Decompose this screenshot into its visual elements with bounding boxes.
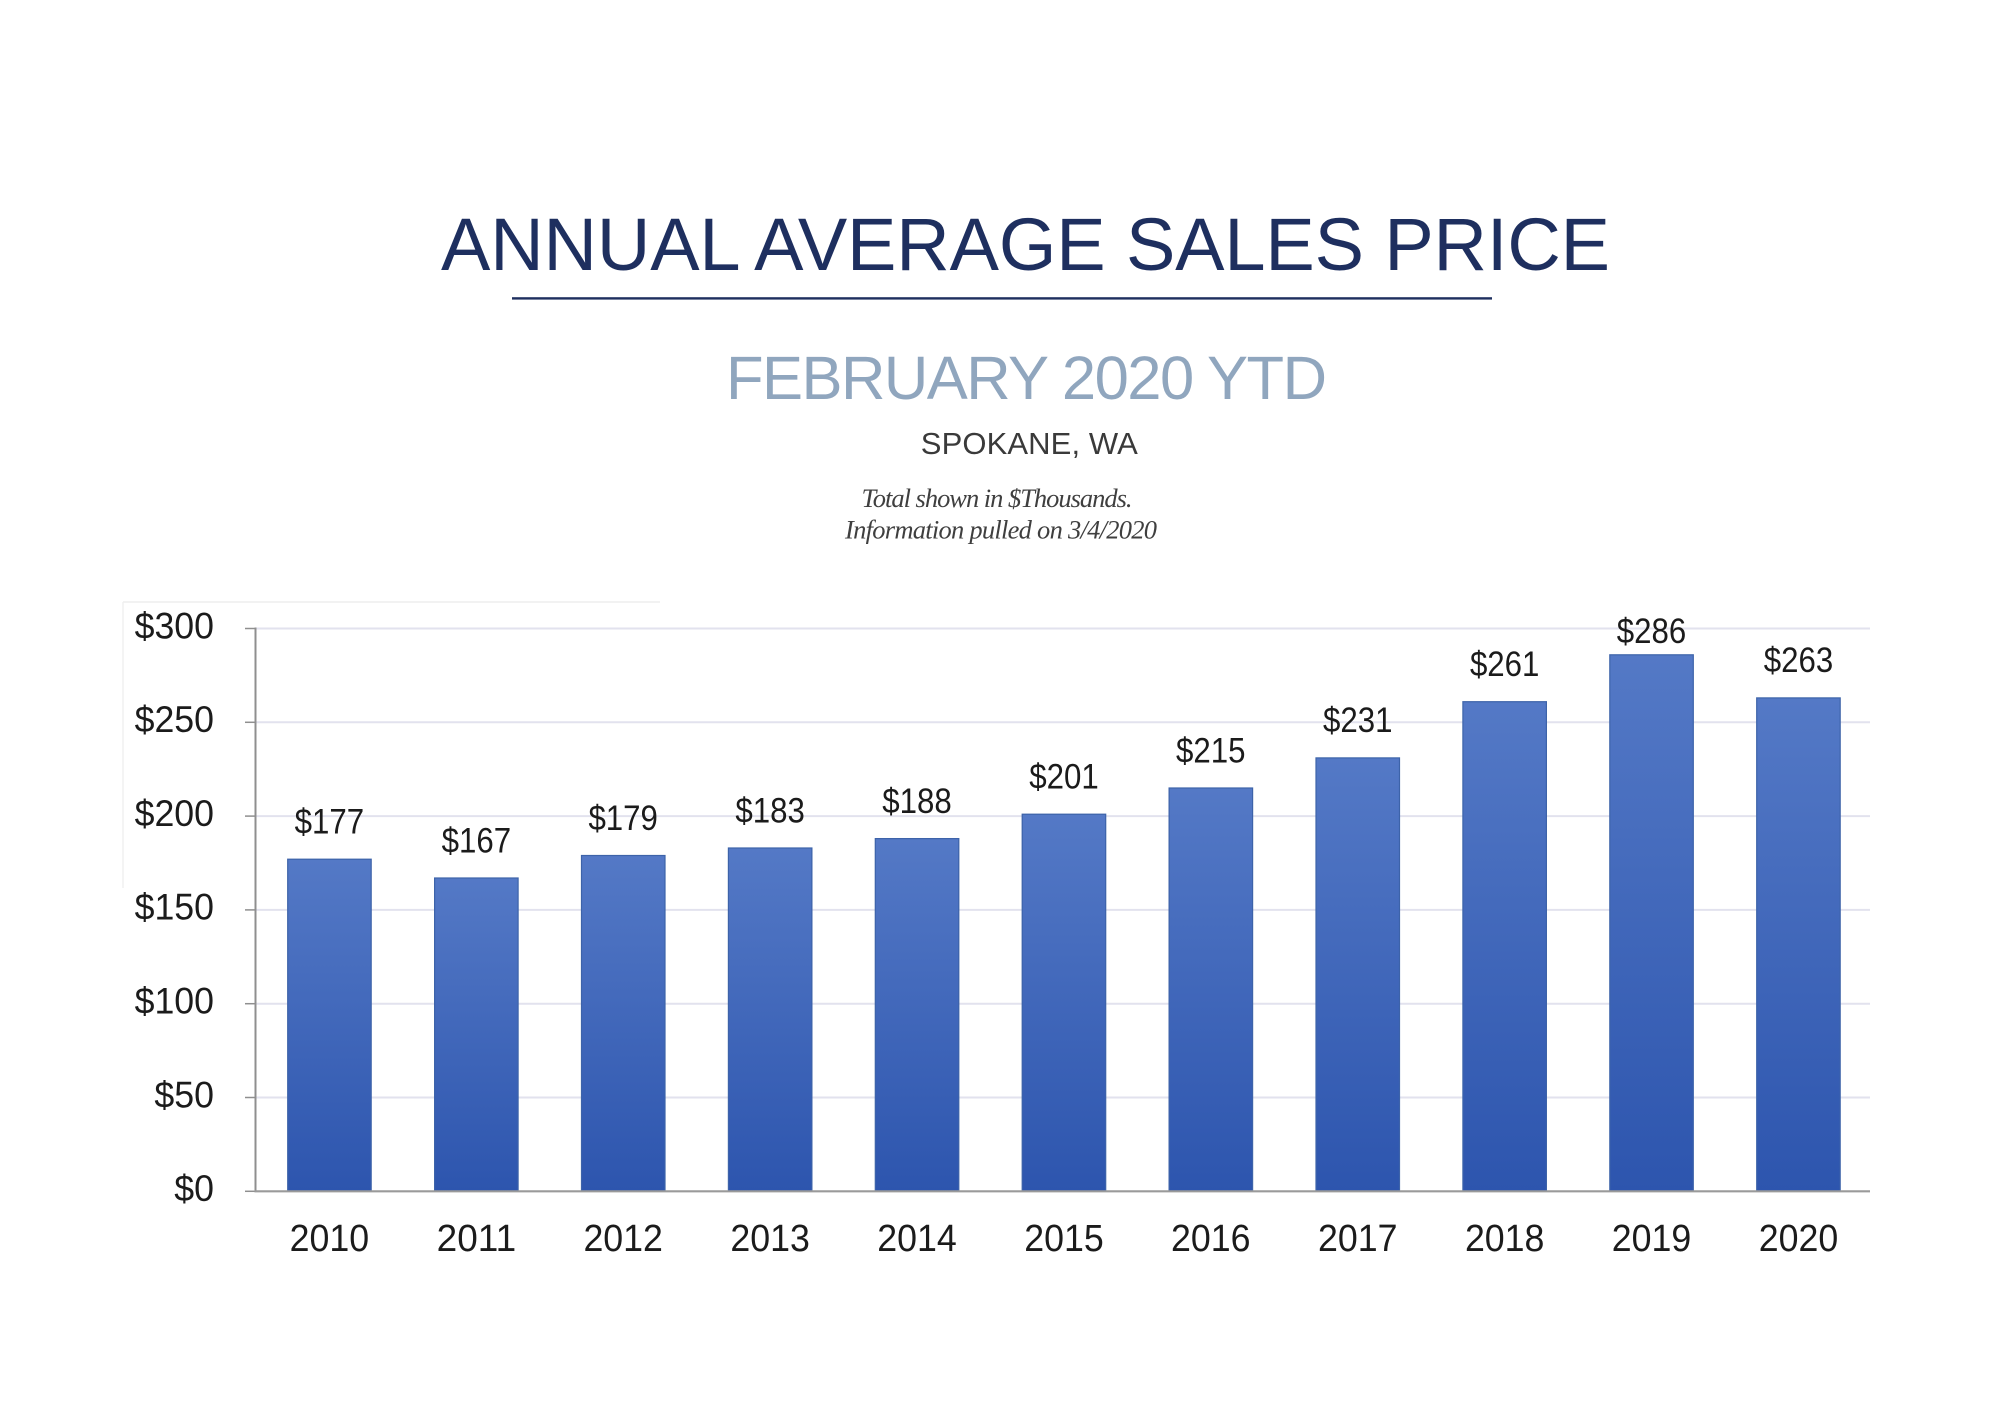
svg-text:Information pulled on 3/4/2020: Information pulled on 3/4/2020	[844, 515, 1157, 545]
svg-text:$286: $286	[1617, 611, 1687, 651]
svg-text:$250: $250	[135, 698, 214, 740]
svg-text:$183: $183	[735, 790, 805, 830]
svg-text:$263: $263	[1764, 640, 1834, 680]
svg-text:2013: 2013	[730, 1218, 810, 1260]
svg-text:2012: 2012	[583, 1218, 663, 1260]
svg-text:$177: $177	[295, 802, 365, 842]
svg-text:SPOKANE, WA: SPOKANE, WA	[921, 426, 1138, 461]
svg-text:$0: $0	[174, 1167, 214, 1209]
svg-text:2020: 2020	[1759, 1218, 1839, 1260]
svg-text:2017: 2017	[1318, 1218, 1398, 1260]
svg-text:2015: 2015	[1024, 1218, 1104, 1260]
svg-text:2010: 2010	[290, 1218, 370, 1260]
svg-text:$200: $200	[135, 792, 214, 834]
svg-text:ANNUAL AVERAGE SALES PRICE: ANNUAL AVERAGE SALES PRICE	[441, 203, 1610, 286]
svg-text:$215: $215	[1176, 730, 1246, 770]
svg-text:$167: $167	[442, 820, 512, 860]
svg-text:$188: $188	[882, 781, 952, 821]
svg-text:$50: $50	[154, 1073, 214, 1115]
svg-text:2019: 2019	[1612, 1218, 1692, 1260]
svg-text:$100: $100	[135, 980, 214, 1022]
svg-text:$300: $300	[135, 604, 214, 646]
svg-text:2018: 2018	[1465, 1218, 1545, 1260]
svg-text:$231: $231	[1323, 700, 1393, 740]
svg-text:Total shown in $Thousands.: Total shown in $Thousands.	[862, 483, 1133, 513]
svg-text:$261: $261	[1470, 644, 1540, 684]
svg-text:2011: 2011	[437, 1218, 517, 1260]
svg-text:2014: 2014	[877, 1218, 957, 1260]
svg-text:$179: $179	[588, 798, 658, 838]
svg-text:$150: $150	[135, 886, 214, 928]
svg-text:$201: $201	[1029, 757, 1099, 797]
svg-text:2016: 2016	[1171, 1218, 1251, 1260]
svg-text:FEBRUARY 2020 YTD: FEBRUARY 2020 YTD	[726, 344, 1327, 413]
